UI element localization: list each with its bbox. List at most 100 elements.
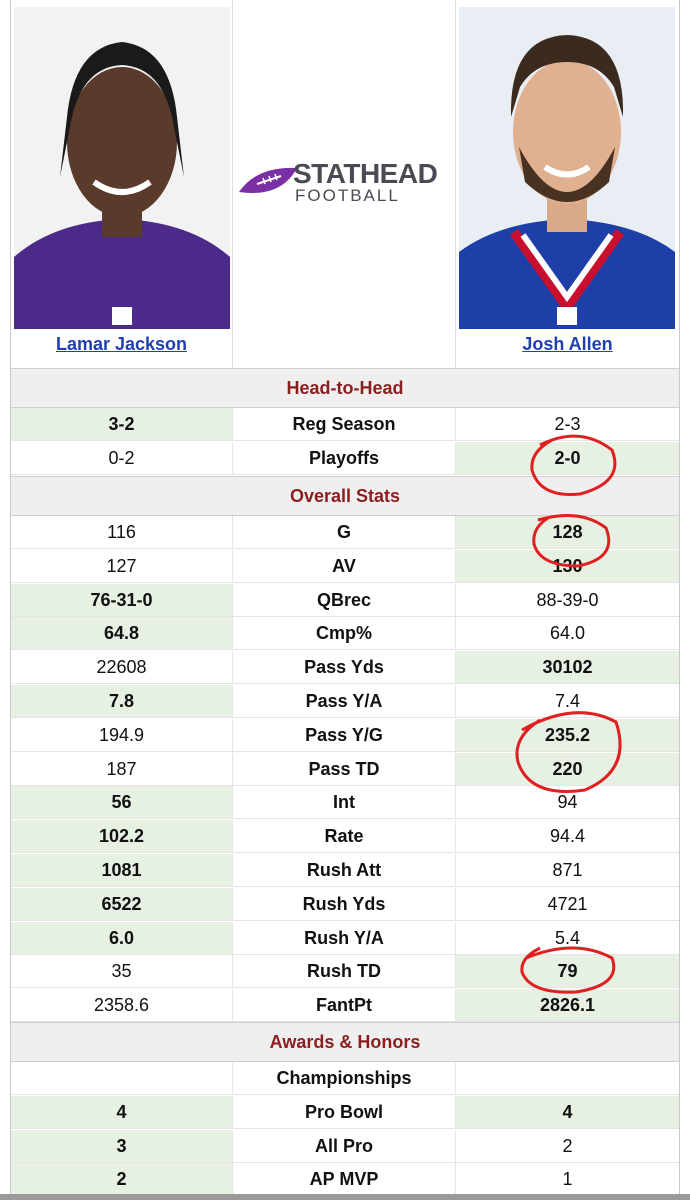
stat-label: G [233, 516, 456, 549]
right-value: 2-0 [456, 441, 679, 475]
table-row: 2 AP MVP 1 [11, 1163, 679, 1197]
awards-header: Awards & Honors [11, 1022, 679, 1062]
left-value: 127 [11, 549, 233, 583]
right-value: 79 [456, 955, 679, 989]
left-value: 64.8 [11, 617, 233, 651]
left-value: 0-2 [11, 441, 233, 475]
table-row: 127 AV 130 [11, 549, 679, 584]
stat-label: QBrec [233, 583, 456, 617]
logo-cell: STATHEAD FOOTBALL [233, 0, 456, 368]
stat-label: Rush TD [233, 955, 456, 989]
left-value: 7.8 [11, 685, 233, 718]
left-player-cell: Lamar Jackson [11, 0, 233, 368]
left-value: 187 [11, 752, 233, 786]
head-to-head-header: Head-to-Head [11, 368, 679, 408]
stat-label: Pass TD [233, 752, 456, 786]
left-value: 2 [11, 1163, 233, 1197]
right-value: 128 [456, 516, 679, 549]
right-value: 2 [456, 1130, 679, 1163]
stat-label: Playoffs [233, 441, 456, 475]
table-row: 0-2 Playoffs 2-0 [11, 441, 679, 476]
stat-label: FantPt [233, 989, 456, 1023]
table-row: 3-2 Reg Season 2-3 [11, 408, 679, 442]
awards-title: Awards & Honors [269, 1032, 421, 1052]
logo-subtitle: FOOTBALL [295, 186, 400, 205]
right-value: 64.0 [456, 617, 679, 651]
left-value: 6.0 [11, 921, 233, 955]
right-player-cell: Josh Allen [456, 0, 679, 368]
table-row: 76-31-0 QBrec 88-39-0 [11, 583, 679, 618]
table-row: 22608 Pass Yds 30102 [11, 651, 679, 685]
stat-label: Rush Yds [233, 887, 456, 921]
left-value: 6522 [11, 887, 233, 921]
right-value: 4721 [456, 888, 679, 921]
stat-label: Pass Y/A [233, 685, 456, 718]
comparison-table: Lamar Jackson STATHEAD FOOTBALL [10, 0, 680, 1200]
right-value: 1 [456, 1163, 679, 1197]
stat-label: Rush Att [233, 854, 456, 887]
logo-title: STATHEAD [293, 158, 438, 189]
left-value: 116 [11, 516, 233, 549]
right-value: 4 [456, 1095, 679, 1129]
table-row: Championships [11, 1062, 679, 1096]
table-row: 4 Pro Bowl 4 [11, 1095, 679, 1130]
right-value: 220 [456, 752, 679, 786]
stat-label: AV [233, 549, 456, 583]
table-row: 116 G 128 [11, 516, 679, 550]
right-value: 871 [456, 854, 679, 887]
right-value: 30102 [456, 651, 679, 685]
table-row: 1081 Rush Att 871 [11, 854, 679, 888]
left-value [11, 1062, 233, 1095]
stat-label: Pass Yds [233, 651, 456, 685]
right-value: 2-3 [456, 408, 679, 441]
head-to-head-title: Head-to-Head [286, 378, 404, 398]
stat-label: Championships [233, 1062, 456, 1095]
right-value: 5.4 [456, 922, 679, 955]
stat-label: Rate [233, 820, 456, 854]
table-row: 64.8 Cmp% 64.0 [11, 617, 679, 651]
stat-label: All Pro [233, 1129, 456, 1163]
right-player-name-link[interactable]: Josh Allen [522, 334, 613, 354]
table-row: 6.0 Rush Y/A 5.4 [11, 921, 679, 956]
table-row: 187 Pass TD 220 [11, 752, 679, 787]
left-value: 22608 [11, 651, 233, 685]
right-value: 2826.1 [456, 989, 679, 1023]
stat-label: Pass Y/G [233, 718, 456, 752]
left-value: 102.2 [11, 820, 233, 854]
stat-label: Int [233, 786, 456, 820]
left-value: 56 [11, 786, 233, 820]
stat-label: Cmp% [233, 617, 456, 651]
table-row: 6522 Rush Yds 4721 [11, 887, 679, 922]
right-value: 7.4 [456, 685, 679, 718]
left-value: 1081 [11, 854, 233, 887]
table-row: 102.2 Rate 94.4 [11, 820, 679, 854]
table-row: 194.9 Pass Y/G 235.2 [11, 718, 679, 753]
stat-label: Pro Bowl [233, 1095, 456, 1129]
right-player-photo [459, 7, 675, 329]
right-value: 235.2 [456, 718, 679, 752]
left-value: 4 [11, 1095, 233, 1129]
right-value: 130 [456, 549, 679, 583]
left-value: 3 [11, 1129, 233, 1163]
stathead-logo[interactable]: STATHEAD FOOTBALL [237, 158, 455, 208]
stat-label: Reg Season [233, 408, 456, 441]
stat-label: Rush Y/A [233, 921, 456, 955]
table-row: 35 Rush TD 79 [11, 955, 679, 989]
table-row: 56 Int 94 [11, 786, 679, 820]
stat-label: AP MVP [233, 1163, 456, 1197]
left-value: 76-31-0 [11, 583, 233, 617]
right-value: 94 [456, 786, 679, 820]
right-value: 94.4 [456, 820, 679, 854]
left-value: 194.9 [11, 718, 233, 752]
right-value: 88-39-0 [456, 584, 679, 617]
overall-stats-title: Overall Stats [289, 486, 401, 506]
player-header: Lamar Jackson STATHEAD FOOTBALL [11, 0, 679, 369]
right-value [456, 1062, 679, 1095]
left-value: 35 [11, 955, 233, 989]
left-value: 2358.6 [11, 989, 233, 1023]
bottom-edge [0, 1194, 690, 1200]
left-value: 3-2 [11, 408, 233, 441]
left-player-name-link[interactable]: Lamar Jackson [55, 334, 188, 354]
football-icon [239, 167, 297, 193]
table-row: 3 All Pro 2 [11, 1129, 679, 1164]
